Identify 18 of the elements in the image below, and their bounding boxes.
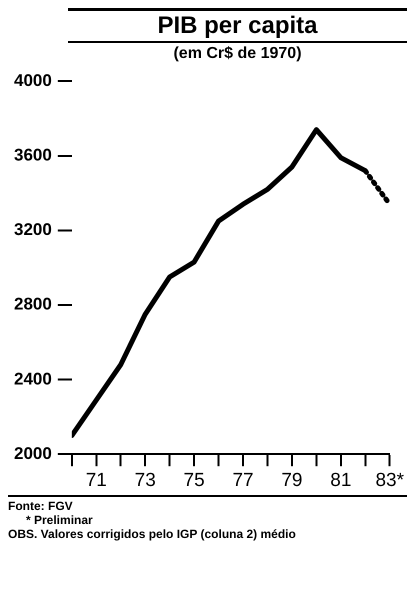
x-tick-label: 73 [134, 470, 156, 491]
text: * Preliminar [25, 513, 94, 527]
x-tick-label: 75 [184, 470, 205, 491]
x-tick-label: 81 [330, 470, 352, 491]
y-tick-label: 2000 [14, 444, 52, 463]
x-tick-label: 71 [86, 470, 107, 491]
y-tick-label: 3600 [14, 145, 52, 164]
chart-subtitle: (em Cr$ de 1970) [172, 44, 303, 64]
chart-title: PIB per capita [68, 11, 407, 43]
y-tick-label: 2400 [14, 369, 52, 388]
text: OBS. Valores corrigidos pelo IGP (coluna 2) médio [8, 527, 297, 541]
x-tick-label: 83* [375, 470, 405, 491]
y-tick-label: 2800 [14, 294, 52, 314]
x-tick-label: 79 [281, 470, 302, 491]
y-tick-label: 3200 [14, 220, 52, 240]
x-tick-label: 77 [232, 470, 254, 491]
y-tick-label: 4000 [14, 70, 52, 90]
source-note: Fonte: FGV [8, 499, 74, 513]
